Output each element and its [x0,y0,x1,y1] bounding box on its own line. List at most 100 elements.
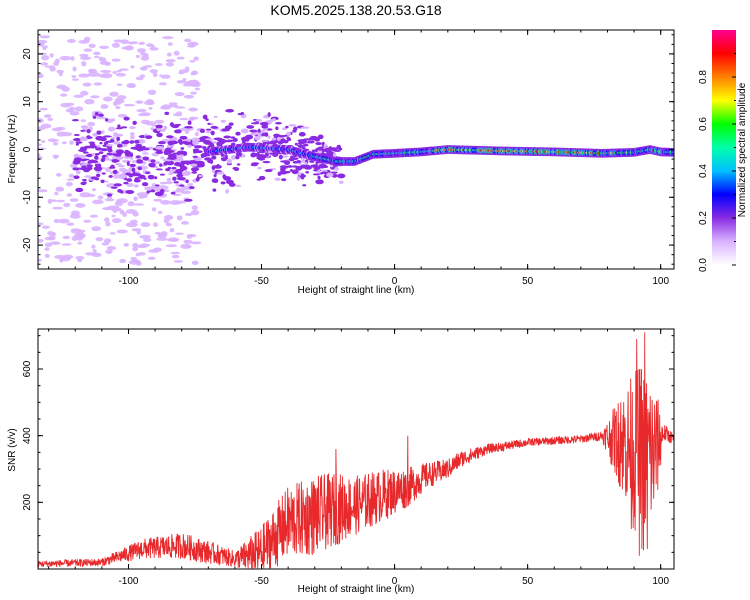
spectrogram-cluster-blob [191,167,199,172]
spectrogram-cluster-blob [317,149,323,154]
spectrogram-noise-blob [109,91,119,97]
spectrogram-noise-blob [89,214,99,218]
spectrogram-cluster-blob [288,124,297,127]
spectrogram-noise-blob [99,61,110,65]
spectrogram-noise-blob [164,181,174,185]
spectrogram-cluster-blob [267,135,271,139]
spectrogram-noise-blob [76,235,84,241]
spectrogram-noise-blob [186,245,192,249]
spectrogram-cluster-blob [302,184,307,187]
spectrogram-noise-blob [101,73,113,79]
spectrogram-noise-blob [88,68,93,74]
spectrogram-noise-blob [191,260,199,265]
spectrogram-noise-blob [71,75,77,79]
spectrogram-noise-blob [82,82,92,87]
spectrogram-cluster-blob [332,148,338,152]
spectrogram-cluster-blob [210,125,218,129]
spectrogram-cluster-blob [72,160,81,165]
spectrogram-noise-blob [92,199,104,205]
spectrogram-cluster-blob [73,133,80,137]
spectrogram-noise-blob [65,108,74,113]
spectrogram-noise-blob [68,173,75,178]
spectrogram-noise-blob [154,119,165,124]
spectrogram-noise-blob [54,254,66,259]
spectrogram-noise-blob [152,72,158,78]
spectrogram-cluster-blob [216,171,225,175]
spectrogram-noise-blob [70,210,80,216]
spectrogram-cluster-blob [166,144,175,148]
spectrogram-noise-blob [107,126,116,132]
spectrogram-cluster-blob [122,170,126,175]
spectrogram-cluster-blob [167,153,177,158]
snr-x-axis-label: Height of straight line (km) [298,584,415,595]
snr-x-tick-label: 0 [392,576,398,587]
spectrogram-cluster-blob [241,154,246,158]
spectrogram-cluster-blob [131,160,137,163]
spectrogram-cluster-blob [92,115,97,119]
spectrogram-noise-blob [193,56,199,61]
spectrogram-noise-blob [123,242,130,247]
spectrogram-noise-blob [157,210,163,215]
spectrogram-noise-blob [89,95,100,99]
spectrogram-noise-blob [112,70,118,75]
spectrogram-cluster-blob [106,145,113,150]
spectrogram-cluster-blob [85,154,92,157]
spectrogram-cluster-blob [100,148,108,152]
spectrogram-noise-blob [88,43,96,49]
spectrogram-noise-blob [158,82,167,86]
spectrogram-noise-blob [111,42,120,48]
spectrogram-noise-blob [47,117,54,121]
spectrogram-cluster-blob [110,186,118,189]
spectrogram-cluster-blob [240,128,249,134]
spectrogram-noise-blob [59,55,72,61]
spectrogram-noise-blob [102,96,113,102]
spectrogram-noise-blob [38,222,44,226]
spectrogram-noise-blob [104,198,115,202]
spectrogram-cluster-blob [117,165,126,168]
colorbar-tick-label: 0.4 [698,164,709,178]
spectrogram-cluster-blob [143,113,149,116]
spectrogram-cluster-blob [126,161,130,167]
spectrogram-cluster-blob [169,122,175,127]
spectrogram-cluster-blob [212,141,218,144]
spectrogram-noise-blob [65,181,73,187]
spectrogram-cluster-blob [280,169,286,173]
spectrogram-cluster-blob [292,129,297,133]
spectrogram-cluster-blob [303,143,309,147]
snr-x-tick-label: -100 [118,576,138,587]
spectrogram-cluster-blob [209,159,214,164]
spectrogram-cluster-blob [204,157,212,161]
spectrogram-cluster-blob [159,173,165,176]
spectrogram-cluster-blob [290,157,299,161]
spectrogram-cluster-blob [75,143,80,146]
spectrogram-noise-blob [41,55,50,61]
spectrogram-noise-blob [194,131,199,137]
spectrogram-noise-blob [52,206,64,210]
spectrogram-cluster-blob [106,193,113,197]
spectrogram-noise-blob [163,214,174,220]
spectrogram-noise-blob [124,45,134,51]
spectrogram-cluster-blob [114,156,124,160]
spectrogram-noise-blob [161,138,171,142]
spectrogram-noise-blob [107,205,120,209]
spectrogram-cluster-blob [191,171,198,174]
spectrogram-noise-blob [83,219,92,223]
spectrogram-cluster-blob [313,165,321,170]
spectrogram-cluster-blob [90,176,98,180]
spectrogram-cluster-blob [148,146,154,149]
spectrogram-cluster-blob [154,176,158,180]
spectrogram-cluster-blob [156,128,161,132]
spectrogram-cluster-blob [312,173,320,176]
spectrogram-cluster-blob [278,154,283,160]
spectrogram-cluster-blob [271,118,277,122]
spectrogram-noise-blob [99,45,110,49]
spectrogram-noise-blob [135,260,142,266]
spectrogram-noise-blob [112,101,118,106]
spectrogram-y-tick-label: -10 [22,190,33,205]
spectrogram-cluster-blob [310,164,314,168]
spectrogram-cluster-blob [159,188,165,194]
spectrogram-cluster-blob [100,157,106,163]
spectrogram-cluster-blob [205,118,209,122]
spectrogram-cluster-blob [157,141,166,145]
spectrogram-noise-blob [105,221,111,227]
